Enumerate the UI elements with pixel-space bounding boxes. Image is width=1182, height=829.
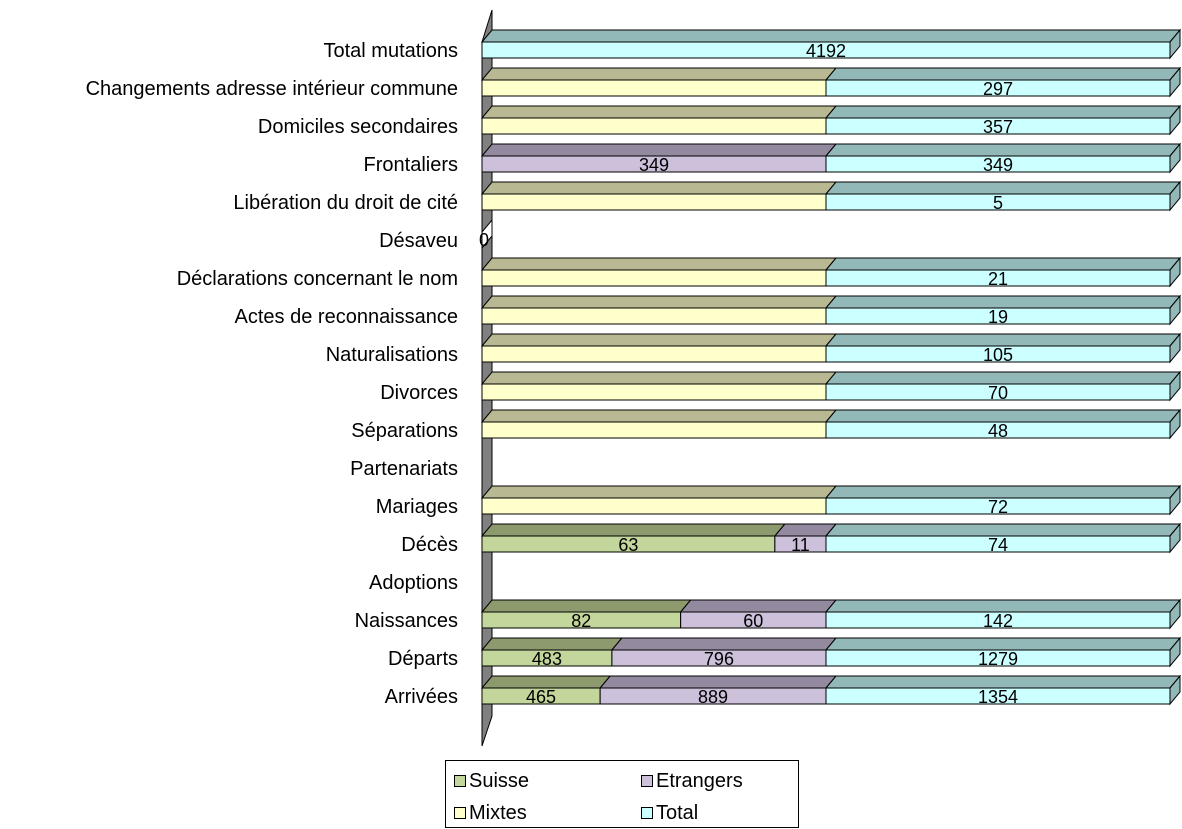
bar-liberation-du-droit-de-cite-mixtes-top: [480, 181, 838, 195]
data-label-domiciles-secondaires-total: 357: [983, 117, 1013, 137]
bar-mariages-mixtes-top: [480, 485, 838, 499]
legend-entry-suisse: Suisse: [454, 765, 641, 797]
category-label-divorces: Divorces: [380, 382, 458, 404]
legend-label-etrangers: Etrangers: [656, 769, 743, 792]
legend-swatch-suisse: [454, 775, 466, 787]
bar-changements-adresse-interieur-commune-mixtes: [481, 79, 827, 97]
bar-mariages-mixtes: [481, 497, 827, 515]
bar-mariages-total-side: [1169, 484, 1181, 516]
data-label-deces-total: 74: [988, 535, 1008, 555]
bar-divorces-mixtes-top: [480, 371, 838, 385]
legend-entry-total: Total: [641, 797, 801, 829]
category-label-declarations-concernant-le-nom: Déclarations concernant le nom: [177, 268, 458, 290]
bar-naturalisations-mixtes-top: [480, 333, 838, 347]
data-label-changements-adresse-interieur-commune-total: 297: [983, 79, 1013, 99]
bar-domiciles-secondaires-total-side: [1169, 104, 1181, 136]
data-label-arrivees-etrangers: 889: [698, 687, 728, 707]
bar-divorces-mixtes: [481, 383, 827, 401]
bar-frontaliers-total-side: [1169, 142, 1181, 174]
bar-separations-mixtes-top: [480, 409, 838, 423]
bar-domiciles-secondaires-mixtes: [481, 117, 827, 135]
category-label-desaveu: Désaveu: [379, 230, 458, 252]
legend-swatch-total: [641, 807, 653, 819]
data-label-actes-de-reconnaissance-total: 19: [988, 307, 1008, 327]
data-label-total-mutations-total: 4192: [806, 41, 846, 61]
data-label-naturalisations-total: 105: [983, 345, 1013, 365]
data-label-desaveu: 0: [479, 230, 489, 250]
data-label-deces-suisse: 63: [618, 535, 638, 555]
bar-naissances-total-side: [1169, 598, 1181, 630]
bar-actes-de-reconnaissance-mixtes-top: [480, 295, 838, 309]
bar-domiciles-secondaires-mixtes-top: [480, 105, 838, 119]
chart: Total mutations Changements adresse intér…: [86, 9, 1182, 747]
bar-liberation-du-droit-de-cite-mixtes: [481, 193, 827, 211]
data-label-naissances-suisse: 82: [571, 611, 591, 631]
data-label-frontaliers-etrangers: 349: [639, 155, 669, 175]
data-label-naissances-total: 142: [983, 611, 1013, 631]
category-label-adoptions: Adoptions: [369, 572, 458, 594]
data-label-liberation-du-droit-de-cite-total: 5: [993, 193, 1003, 213]
category-label-actes-de-reconnaissance: Actes de reconnaissance: [235, 306, 458, 328]
data-label-arrivees-suisse: 465: [526, 687, 556, 707]
bar-declarations-concernant-le-nom-mixtes-top: [480, 257, 838, 271]
legend: Suisse Etrangers Mixtes Total: [445, 760, 799, 828]
bar-desaveu-empty: [481, 218, 493, 250]
bar-naturalisations-total-side: [1169, 332, 1181, 364]
category-label-arrivees: Arrivées: [385, 686, 458, 708]
bar-declarations-concernant-le-nom-total-side: [1169, 256, 1181, 288]
bar-actes-de-reconnaissance-total-side: [1169, 294, 1181, 326]
bar-separations-total-side: [1169, 408, 1181, 440]
data-labels: 4192 297 357 349 349 5 0 21 19 105 70 48 72 63 11 74 82 6…: [479, 41, 1018, 707]
bar-declarations-concernant-le-nom-mixtes: [481, 269, 827, 287]
bars: [480, 28, 1182, 706]
data-label-mariages-total: 72: [988, 497, 1008, 517]
data-label-divorces-total: 70: [988, 383, 1008, 403]
category-label-separations: Séparations: [351, 420, 458, 442]
bar-arrivees-total-side: [1169, 674, 1181, 706]
bar-liberation-du-droit-de-cite-total-side: [1169, 180, 1181, 212]
legend-label-suisse: Suisse: [469, 769, 530, 792]
data-label-deces-etrangers: 11: [791, 535, 810, 555]
bar-changements-adresse-interieur-commune-total-side: [1169, 66, 1181, 98]
category-label-frontaliers: Frontaliers: [364, 154, 458, 176]
category-label-domiciles-secondaires: Domiciles secondaires: [258, 116, 458, 138]
legend-entry-mixtes: Mixtes: [454, 797, 641, 829]
legend-entry-etrangers: Etrangers: [641, 765, 801, 797]
category-label-mariages: Mariages: [376, 496, 458, 518]
bar-total-mutations-total-side: [1169, 28, 1181, 60]
legend-label-mixtes: Mixtes: [469, 801, 527, 824]
data-label-departs-suisse: 483: [532, 649, 562, 669]
category-label-naturalisations: Naturalisations: [326, 344, 458, 366]
category-label-deces: Décès: [401, 534, 458, 556]
category-label-liberation-du-droit-de-cite: Libération du droit de cité: [233, 192, 458, 214]
data-label-departs-etrangers: 796: [704, 649, 734, 669]
bar-naturalisations-mixtes: [481, 345, 827, 363]
legend-swatch-mixtes: [454, 807, 466, 819]
data-label-declarations-concernant-le-nom-total: 21: [988, 269, 1008, 289]
data-label-frontaliers-total: 349: [983, 155, 1013, 175]
category-label-naissances: Naissances: [355, 610, 458, 632]
category-label-partenariats: Partenariats: [350, 458, 458, 480]
bar-divorces-total-side: [1169, 370, 1181, 402]
bar-separations-mixtes: [481, 421, 827, 439]
category-label-departs: Départs: [388, 648, 458, 670]
data-label-arrivees-total: 1354: [978, 687, 1018, 707]
bar-departs-total-side: [1169, 636, 1181, 668]
data-label-departs-total: 1279: [978, 649, 1018, 669]
bar-deces-total-side: [1169, 522, 1181, 554]
bar-changements-adresse-interieur-commune-mixtes-top: [480, 67, 838, 81]
data-label-separations-total: 48: [988, 421, 1008, 441]
category-label-total-mutations: Total mutations: [323, 40, 458, 62]
bar-actes-de-reconnaissance-mixtes: [481, 307, 827, 325]
data-label-naissances-etrangers: 60: [743, 611, 763, 631]
category-labels: Total mutations Changements adresse intér…: [86, 40, 458, 708]
legend-label-total: Total: [656, 801, 699, 824]
category-label-changements-adresse-interieur-commune: Changements adresse intérieur commune: [86, 78, 458, 100]
legend-swatch-etrangers: [641, 775, 653, 787]
